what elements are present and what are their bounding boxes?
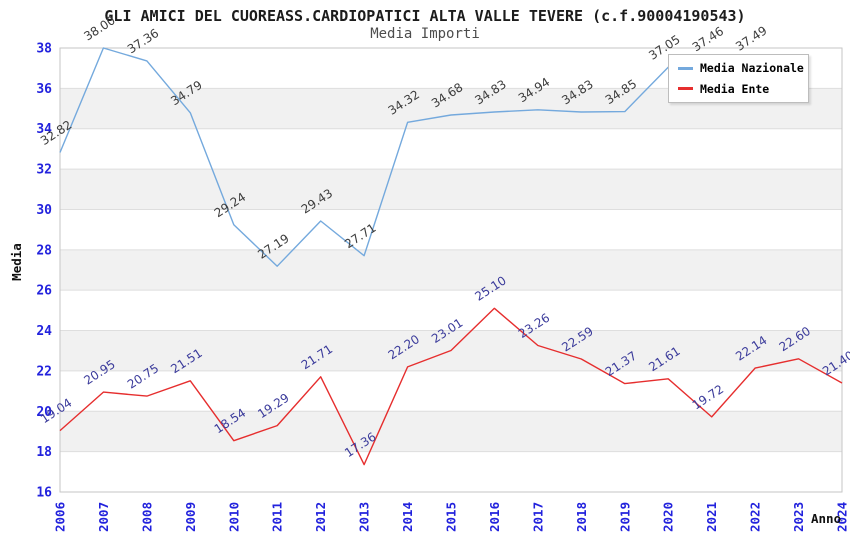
y-tick-label: 30 [36,203,52,218]
x-tick-label: 2023 [791,502,806,532]
x-tick-label: 2024 [835,502,850,532]
y-tick-label: 26 [36,284,52,299]
x-tick-label: 2017 [530,502,545,532]
plot-band [60,411,842,452]
x-tick-label: 2008 [139,502,154,532]
x-tick-label: 2010 [226,502,241,532]
plot-band [60,249,842,291]
legend-label: Media Ente [700,81,770,96]
data-label: 27.71 [342,221,378,251]
legend-item-media-nazionale: Media Nazionale [669,61,808,75]
plot-band [60,169,842,210]
x-tick-label: 2012 [313,502,328,532]
y-tick-label: 38 [36,42,52,57]
legend-label: Media Nazionale [700,61,804,76]
y-tick-label: 32 [36,163,52,178]
x-tick-label: 2007 [96,502,111,532]
x-axis-title: Anno [811,511,841,526]
y-tick-label: 36 [36,82,52,97]
x-tick-label: 2014 [400,502,415,532]
data-label: 37.36 [125,26,161,56]
x-tick-label: 2016 [487,502,502,532]
plot-border [59,47,843,493]
data-label: 38.00 [81,13,117,43]
series-line-media-ente [59,307,843,466]
y-tick-label: 20 [36,405,52,420]
data-label: 37.46 [690,24,726,54]
x-tick-label: 2021 [704,502,719,532]
data-label: 37.49 [733,23,769,53]
y-axis-title: Media [9,243,24,281]
y-tick-label: 22 [36,364,52,379]
y-tick-label: 34 [36,122,52,137]
legend-line-swatch-nazionale [678,66,693,70]
x-tick-label: 2015 [444,502,459,532]
x-tick-label: 2006 [53,502,68,532]
legend: Media Nazionale Media Ente [668,54,809,103]
chart-title: GLI AMICI DEL CUOREASS.CARDIOPATICI ALTA… [104,7,746,25]
y-tick-label: 18 [36,445,52,460]
legend-line-swatch-ente [678,87,693,91]
series-line-media-nazionale [59,47,756,267]
chart-subtitle: Media Importi [370,26,480,42]
y-tick-label: 16 [36,486,52,501]
x-tick-label: 2022 [748,502,763,532]
x-tick-label: 2018 [574,502,589,532]
x-tick-label: 2009 [183,502,198,532]
y-tick-label: 28 [36,243,52,258]
legend-item-media-ente: Media Ente [669,82,808,96]
x-tick-label: 2011 [270,502,285,532]
x-tick-label: 2013 [357,502,372,532]
x-tick-label: 2019 [617,502,632,532]
y-tick-label: 24 [36,324,52,339]
x-tick-label: 2020 [661,502,676,532]
